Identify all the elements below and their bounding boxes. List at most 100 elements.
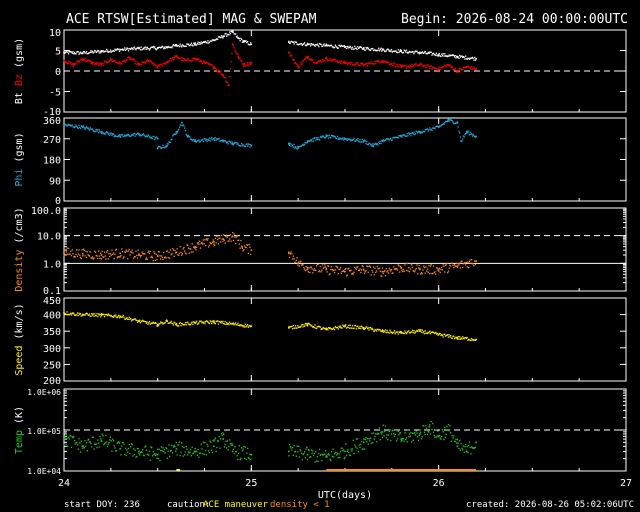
trace-dot — [197, 323, 199, 325]
data-point — [428, 425, 431, 428]
trace-dot — [369, 63, 372, 65]
trace-dot — [120, 63, 122, 65]
trace-dot — [331, 455, 333, 458]
trace-dot — [389, 49, 391, 52]
trace-dot — [410, 135, 412, 137]
data-point — [372, 144, 374, 147]
trace-dot — [333, 47, 335, 49]
trace-dot — [383, 270, 385, 273]
trace-dot — [381, 61, 383, 63]
trace-dot — [438, 435, 440, 437]
trace-dot — [213, 67, 215, 70]
caution-bar — [176, 469, 181, 471]
trace-dot — [453, 335, 455, 338]
trace-dot — [214, 437, 217, 439]
trace-dot — [246, 244, 248, 246]
trace-dot — [414, 64, 416, 66]
trace-dot — [76, 444, 79, 446]
trace-dot — [191, 59, 193, 62]
trace-dot — [328, 134, 330, 136]
trace-dot — [351, 61, 353, 64]
trace-dot — [188, 136, 190, 138]
trace-dot — [139, 454, 141, 456]
trace-dot — [392, 50, 394, 53]
trace-dot — [291, 55, 293, 57]
trace-dot — [315, 327, 318, 330]
trace-dot — [114, 253, 116, 255]
phi-ylabel: Phi (gsm) — [14, 132, 25, 186]
trace-dot — [166, 61, 168, 63]
trace-dot — [432, 422, 434, 425]
trace-dot — [88, 314, 90, 316]
trace-dot — [319, 136, 321, 138]
trace-dot — [239, 247, 241, 249]
trace-dot — [128, 316, 130, 318]
trace-dot — [127, 56, 130, 58]
trace-dot — [356, 139, 358, 141]
data-point — [213, 241, 215, 243]
trace-dot — [375, 433, 377, 435]
trace-dot — [452, 335, 454, 337]
trace-dot — [138, 62, 140, 65]
trace-dot — [378, 61, 381, 63]
trace-dot — [453, 68, 455, 71]
trace-dot — [465, 336, 467, 339]
trace-dot — [86, 450, 88, 452]
trace-dot — [128, 56, 130, 58]
trace-dot — [457, 442, 459, 444]
trace-dot — [149, 48, 151, 50]
trace-dot — [342, 61, 345, 63]
trace-dot — [441, 266, 443, 269]
trace-dot — [404, 135, 406, 137]
trace-dot — [247, 252, 250, 254]
trace-dot — [212, 439, 214, 442]
trace-dot — [327, 453, 330, 455]
trace-dot — [366, 62, 368, 65]
trace-dot — [309, 139, 312, 142]
trace-dot — [168, 46, 170, 49]
trace-dot — [218, 35, 220, 38]
trace-dot — [369, 62, 371, 64]
trace-dot — [96, 312, 98, 315]
trace-dot — [378, 50, 381, 52]
trace-dot — [89, 60, 91, 62]
trace-dot — [392, 429, 394, 431]
trace-dot — [354, 140, 357, 142]
trace-dot — [245, 326, 247, 328]
trace-dot — [354, 63, 356, 65]
trace-dot — [89, 251, 91, 253]
trace-dot — [439, 68, 441, 71]
trace-dot — [471, 446, 473, 448]
trace-dot — [207, 238, 209, 240]
trace-dot — [454, 265, 456, 267]
trace-dot — [98, 446, 100, 448]
trace-dot — [240, 325, 242, 327]
trace-dot — [330, 137, 332, 139]
trace-dot — [468, 445, 470, 447]
trace-dot — [320, 271, 322, 273]
trace-dot — [372, 328, 374, 330]
trace-dot — [355, 62, 357, 64]
trace-dot — [353, 327, 355, 329]
trace-dot — [210, 243, 212, 245]
trace-dot — [375, 60, 378, 62]
trace-dot — [112, 316, 115, 318]
trace-dot — [167, 257, 169, 259]
trace-dot — [227, 449, 229, 451]
trace-dot — [79, 127, 82, 130]
trace-dot — [453, 122, 456, 125]
trace-dot — [106, 50, 109, 52]
trace-dot — [153, 453, 155, 456]
trace-dot — [206, 62, 208, 64]
trace-dot — [159, 65, 161, 68]
trace-dot — [160, 63, 162, 66]
trace-dot — [341, 447, 343, 449]
trace-dot — [91, 436, 94, 439]
trace-dot — [112, 438, 114, 440]
trace-dot — [240, 457, 242, 459]
trace-dot — [420, 62, 422, 65]
trace-dot — [438, 125, 440, 128]
trace-dot — [76, 126, 79, 129]
trace-dot — [175, 450, 177, 452]
trace-dot — [133, 59, 136, 61]
